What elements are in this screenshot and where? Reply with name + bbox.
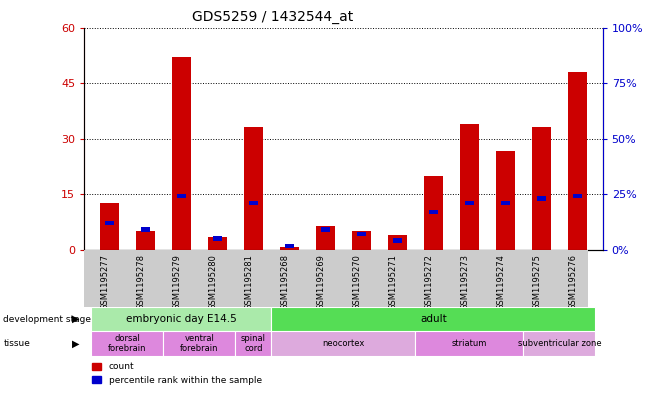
Bar xyxy=(573,194,582,198)
Bar xyxy=(207,237,227,250)
Bar xyxy=(285,244,294,248)
Bar xyxy=(100,203,119,250)
Text: GSM1195278: GSM1195278 xyxy=(137,254,145,310)
Text: GSM1195274: GSM1195274 xyxy=(496,254,505,310)
Bar xyxy=(531,127,551,250)
Bar xyxy=(388,235,408,250)
Text: GSM1195276: GSM1195276 xyxy=(568,254,577,310)
Bar xyxy=(524,331,596,356)
Bar xyxy=(316,226,336,250)
Text: spinal
cord: spinal cord xyxy=(241,334,266,353)
Bar xyxy=(459,124,480,250)
Text: neocortex: neocortex xyxy=(322,339,365,348)
Bar xyxy=(501,201,510,205)
Text: ventral
forebrain: ventral forebrain xyxy=(180,334,218,353)
Text: dorsal
forebrain: dorsal forebrain xyxy=(108,334,146,353)
Text: GSM1195281: GSM1195281 xyxy=(244,254,253,310)
Legend: count, percentile rank within the sample: count, percentile rank within the sample xyxy=(89,359,265,389)
Bar xyxy=(568,72,587,250)
Text: GSM1195277: GSM1195277 xyxy=(100,254,110,310)
Bar xyxy=(105,221,114,225)
Bar xyxy=(321,227,330,232)
Text: ▶: ▶ xyxy=(72,338,80,349)
Text: GSM1195272: GSM1195272 xyxy=(424,254,434,310)
Text: GSM1195273: GSM1195273 xyxy=(461,254,469,310)
Text: subventricular zone: subventricular zone xyxy=(518,339,601,348)
Text: embryonic day E14.5: embryonic day E14.5 xyxy=(126,314,237,324)
Bar xyxy=(351,231,371,250)
Text: striatum: striatum xyxy=(452,339,487,348)
Bar xyxy=(213,236,222,241)
Bar xyxy=(135,231,156,250)
Bar xyxy=(279,246,299,250)
Bar xyxy=(172,57,191,250)
Bar xyxy=(91,307,272,331)
Bar xyxy=(537,196,546,201)
Text: tissue: tissue xyxy=(3,339,30,348)
Text: adult: adult xyxy=(420,314,447,324)
Bar xyxy=(272,307,596,331)
Text: development stage: development stage xyxy=(3,315,91,323)
Bar xyxy=(496,151,515,250)
Text: GSM1195271: GSM1195271 xyxy=(388,254,397,310)
Bar xyxy=(244,127,263,250)
Text: GSM1195279: GSM1195279 xyxy=(172,254,181,310)
Bar xyxy=(141,227,150,232)
Bar xyxy=(91,331,163,356)
Bar xyxy=(393,239,402,243)
Bar xyxy=(249,201,258,205)
Bar xyxy=(424,176,443,250)
Bar xyxy=(465,201,474,205)
Text: GSM1195270: GSM1195270 xyxy=(353,254,362,310)
Text: GSM1195268: GSM1195268 xyxy=(281,254,290,310)
Bar xyxy=(415,331,524,356)
Text: GSM1195275: GSM1195275 xyxy=(533,254,542,310)
Text: ▶: ▶ xyxy=(72,314,80,324)
Bar xyxy=(272,331,415,356)
Bar xyxy=(235,331,272,356)
Bar xyxy=(177,194,186,198)
Bar xyxy=(357,232,366,236)
Bar xyxy=(163,331,235,356)
Bar xyxy=(429,209,438,214)
Text: GSM1195269: GSM1195269 xyxy=(316,254,325,310)
Text: GSM1195280: GSM1195280 xyxy=(209,254,218,310)
Text: GDS5259 / 1432544_at: GDS5259 / 1432544_at xyxy=(192,10,353,24)
